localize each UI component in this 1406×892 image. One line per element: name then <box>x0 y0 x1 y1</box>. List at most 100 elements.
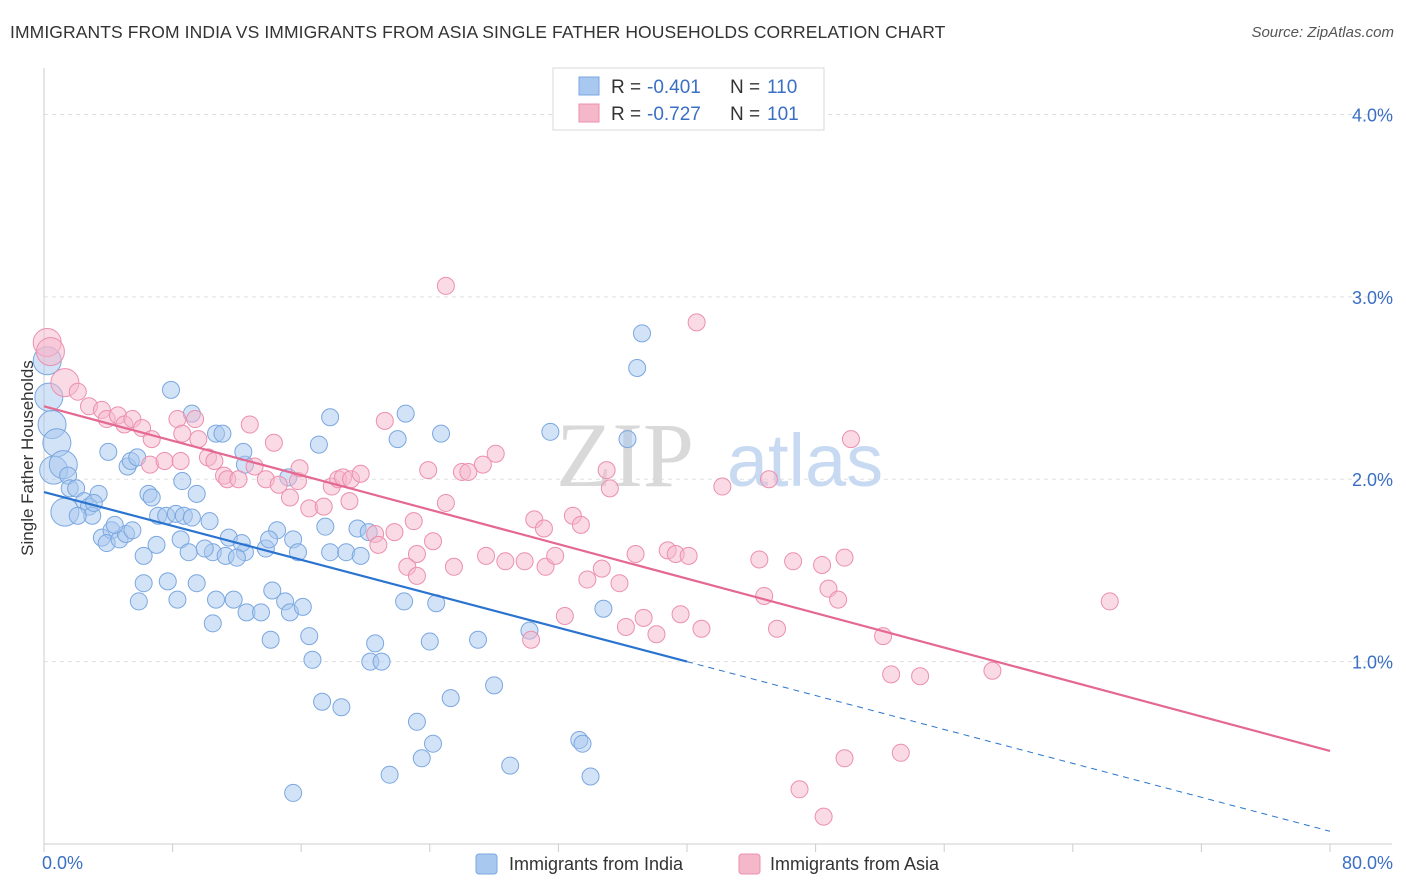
asia-point <box>515 552 534 571</box>
india-r-value: -0.401 <box>647 77 701 98</box>
asia-n-label: N = <box>730 104 760 125</box>
india-point <box>380 765 399 784</box>
india-point <box>316 517 335 536</box>
india-point <box>142 488 161 507</box>
asia-point <box>634 608 653 627</box>
india-r-label: R = <box>611 77 641 98</box>
asia-point <box>790 780 809 799</box>
asia-point <box>407 566 426 585</box>
india-point <box>300 627 319 646</box>
india-point <box>129 592 148 611</box>
asia-point <box>340 492 359 511</box>
asia-point <box>835 548 854 567</box>
india-point <box>420 632 439 651</box>
asia-point <box>813 555 832 574</box>
india-point <box>261 630 280 649</box>
asia-point <box>407 545 426 564</box>
x-tick-label: 0.0% <box>42 853 83 873</box>
asia-point <box>692 619 711 638</box>
asia-point <box>155 452 174 470</box>
asia-point <box>522 630 541 649</box>
asia-point <box>616 617 635 636</box>
asia-r-value: -0.727 <box>647 104 701 125</box>
y-tick-label: 3.0% <box>1352 288 1393 308</box>
india-point <box>388 430 407 449</box>
india-point <box>395 592 414 611</box>
india-point <box>134 574 153 593</box>
chart-title: IMMIGRANTS FROM INDIA VS IMMIGRANTS FROM… <box>10 22 946 42</box>
india-point <box>200 512 219 531</box>
india-point <box>424 734 443 753</box>
source-note: Source: ZipAtlas.com <box>1251 24 1394 41</box>
india-n-value: 110 <box>767 77 797 98</box>
india-point <box>332 698 351 717</box>
watermark: ZIP atlas <box>556 404 883 506</box>
india-n-label: N = <box>730 77 760 98</box>
asia-point <box>459 462 478 481</box>
asia-point <box>436 493 455 512</box>
india-point <box>594 599 613 618</box>
x-tick-labels: 0.0% 80.0% <box>42 853 1393 873</box>
india-point <box>293 597 312 616</box>
india-point <box>195 539 214 558</box>
asia-point <box>829 590 848 609</box>
asia-point <box>713 477 732 496</box>
asia-point <box>436 276 455 295</box>
india-point <box>541 422 560 441</box>
india-point <box>351 546 370 565</box>
india-point <box>158 572 177 591</box>
asia-point <box>687 313 706 332</box>
india-point <box>441 689 460 708</box>
india-point <box>432 424 451 443</box>
india-point <box>581 767 600 786</box>
india-point <box>123 521 142 540</box>
india-point <box>366 634 385 653</box>
india-point <box>372 652 391 671</box>
asia-point <box>891 743 910 762</box>
india-point <box>313 692 332 711</box>
india-point <box>68 506 87 525</box>
asia-point <box>444 557 463 576</box>
asia-point <box>750 550 769 569</box>
india-point <box>303 650 322 669</box>
asia-point <box>759 470 778 489</box>
india-point <box>628 358 647 377</box>
india-point <box>203 614 222 633</box>
india-point <box>288 543 307 562</box>
india-swatch <box>578 76 600 96</box>
india-point <box>173 472 192 491</box>
asia-point <box>35 337 65 367</box>
india-point <box>321 543 340 562</box>
grid-lines <box>44 113 1392 663</box>
india-trend-line <box>43 490 688 663</box>
asia-point <box>229 470 248 489</box>
india-point <box>396 404 415 423</box>
asia-point <box>68 382 87 401</box>
india-point <box>207 590 226 609</box>
asia-point <box>171 452 190 470</box>
asia-point <box>600 479 619 498</box>
asia-point <box>473 455 492 474</box>
india-point <box>187 574 206 593</box>
india-point <box>187 484 206 503</box>
asia-point <box>486 444 505 463</box>
asia-point <box>610 574 629 593</box>
india-point <box>573 734 592 753</box>
india-point <box>99 442 118 461</box>
asia-point <box>814 807 833 826</box>
india-point <box>161 380 180 399</box>
asia-n-value: 101 <box>767 104 799 125</box>
asia-point <box>911 667 930 686</box>
y-tick-label: 4.0% <box>1352 105 1393 125</box>
india-point <box>182 508 201 527</box>
legend-asia-swatch <box>738 853 761 875</box>
asia-point <box>626 545 645 564</box>
india-point <box>260 530 279 549</box>
india-point <box>321 408 340 427</box>
series-legend: Immigrants from India Immigrants from As… <box>475 853 940 875</box>
asia-point <box>477 546 496 565</box>
legend-india-swatch <box>475 853 498 875</box>
asia-point <box>351 464 370 483</box>
stats-legend: R = -0.401 N = 110 R = -0.727 N = 101 <box>552 67 825 131</box>
